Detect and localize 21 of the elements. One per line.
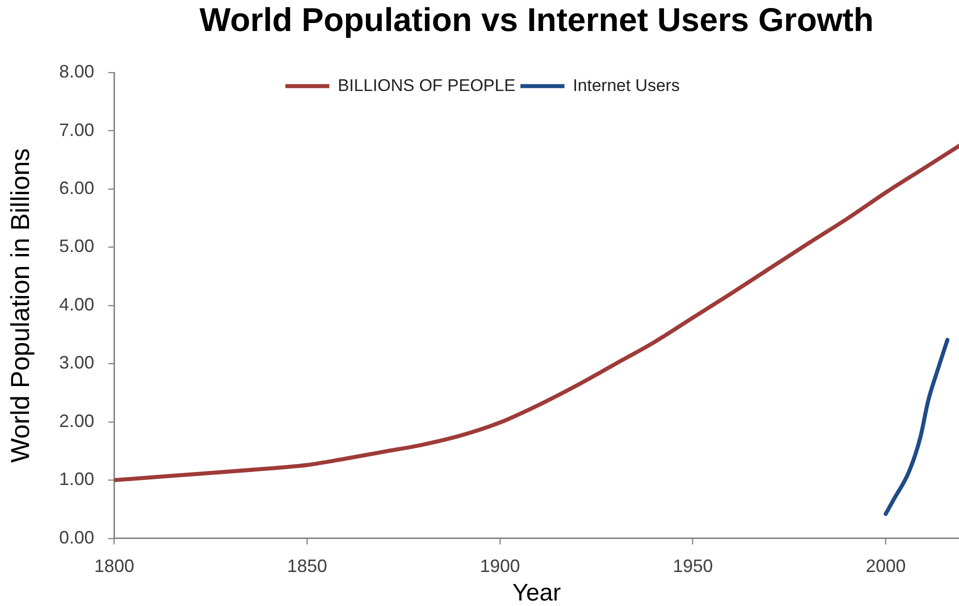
y-tick-label: 7.00: [59, 120, 94, 140]
chart-title: World Population vs Internet Users Growth: [200, 0, 874, 38]
y-tick-label: 4.00: [59, 294, 94, 314]
x-tick-label: 1800: [94, 556, 134, 576]
y-tick-label: 5.00: [59, 236, 94, 256]
x-tick-label: 1850: [287, 556, 328, 576]
line-series: [884, 338, 950, 516]
x-axis-title: Year: [512, 580, 561, 606]
legend-label: Internet Users: [572, 76, 680, 95]
y-axis-title: World Population in Billions: [4, 148, 35, 463]
x-tick-label: 1950: [672, 556, 713, 576]
y-tick-label: 0.00: [59, 527, 94, 548]
y-tick-label: 6.00: [59, 178, 94, 198]
y-tick-label: 2.00: [59, 410, 94, 431]
x-tick-label: 1900: [480, 556, 520, 576]
y-tick-label: 8.00: [59, 62, 94, 82]
y-tick-label: 1.00: [59, 469, 94, 490]
x-tick-label: 2000: [866, 556, 906, 576]
line-series: [114, 144, 959, 482]
y-tick-label: 3.00: [59, 352, 94, 373]
legend-label: BILLIONS OF PEOPLE: [338, 76, 516, 95]
